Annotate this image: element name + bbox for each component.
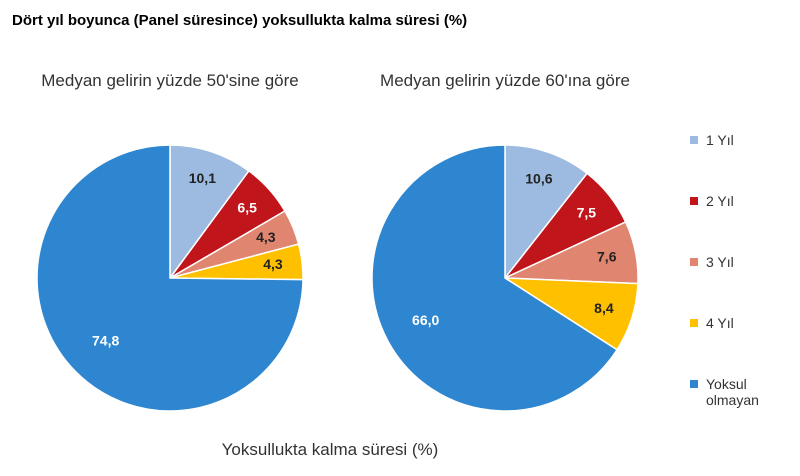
chart-title: Medyan gelirin yüzde 50'sine göre <box>41 71 299 90</box>
data-label: 10,6 <box>525 171 552 187</box>
legend-item: 1 Yıl <box>690 132 770 148</box>
pie-slice <box>36 144 304 412</box>
legend-swatch <box>690 197 698 205</box>
legend-label: 4 Yıl <box>706 315 734 331</box>
legend-label: 1 Yıl <box>706 132 734 148</box>
legend-item: 3 Yıl <box>690 254 770 270</box>
page-title: Dört yıl boyunca (Panel süresince) yoksu… <box>12 12 468 29</box>
legend-label: Yoksul olmayan <box>706 376 759 408</box>
data-label: 10,1 <box>189 170 216 186</box>
legend-swatch <box>690 258 698 266</box>
chart-title: Medyan gelirin yüzde 60'ına göre <box>380 71 630 90</box>
data-label: 6,5 <box>237 199 257 215</box>
legend-item: 2 Yıl <box>690 193 770 209</box>
pie-slice <box>371 144 619 412</box>
legend-swatch <box>690 319 698 327</box>
data-label: 4,3 <box>256 229 276 245</box>
data-label: 74,8 <box>92 332 119 348</box>
pie-slice <box>169 144 250 281</box>
legend-swatch <box>690 380 698 388</box>
data-label: 7,5 <box>577 204 597 220</box>
axis-label: Yoksullukta kalma süresi (%) <box>221 440 439 459</box>
data-label: 4,3 <box>263 256 283 272</box>
legend-item: Yoksul olmayan <box>690 376 770 408</box>
data-label: 66,0 <box>412 312 439 328</box>
legend-swatch <box>690 136 698 144</box>
data-label: 8,4 <box>594 300 614 316</box>
legend-item: 4 Yıl <box>690 315 770 331</box>
legend-label: 3 Yıl <box>706 254 734 270</box>
legend-label: 2 Yıl <box>706 193 734 209</box>
data-label: 7,6 <box>597 248 617 264</box>
pie-slice <box>504 144 589 281</box>
